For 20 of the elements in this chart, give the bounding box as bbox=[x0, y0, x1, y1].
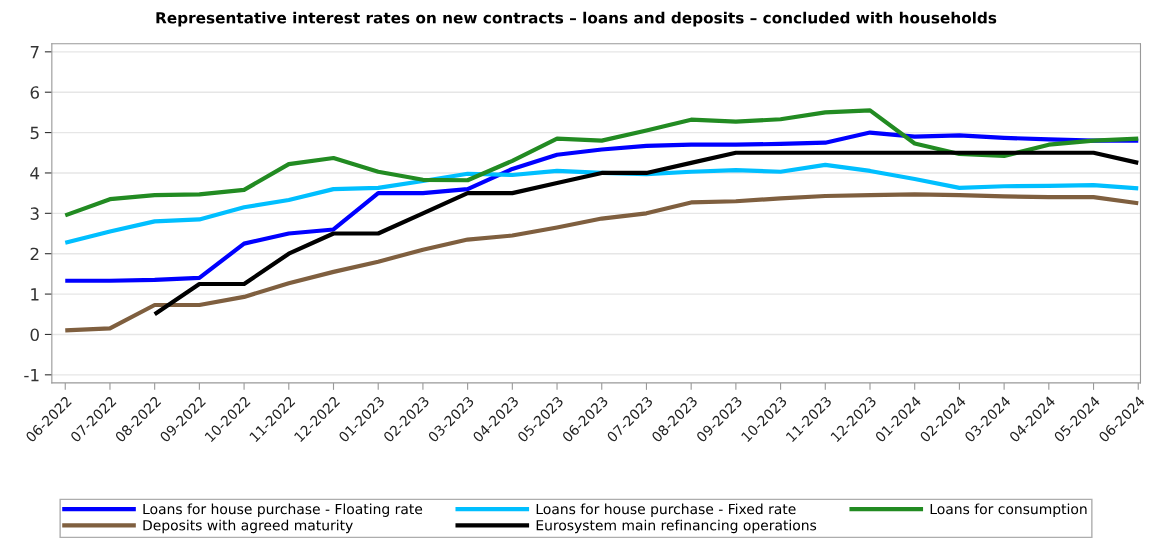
line-series bbox=[63, 192, 1141, 333]
legend-label: Deposits with agreed maturity bbox=[143, 519, 353, 534]
legend-label: Loans for consumption bbox=[930, 503, 1087, 517]
line-series bbox=[63, 162, 1141, 245]
line-series bbox=[152, 150, 1141, 317]
y-tick-label: 6 bbox=[30, 86, 39, 99]
y-tick-label: 3 bbox=[30, 207, 39, 220]
y-tick-label: 4 bbox=[30, 167, 40, 180]
y-tick-label: 1 bbox=[31, 288, 39, 301]
chart-title: Representative interest rates on new contracts – loans and deposits – concluded with households bbox=[156, 11, 997, 27]
line-series bbox=[63, 130, 1141, 283]
y-tick-label: 7 bbox=[30, 46, 39, 59]
legend-label: Loans for house purchase - Fixed rate bbox=[536, 503, 796, 517]
line-series bbox=[63, 108, 1141, 218]
y-tick-label: 0 bbox=[30, 328, 39, 342]
y-tick-label: 2 bbox=[30, 247, 39, 261]
legend-label: Eurosystem main refinancing operations bbox=[536, 519, 817, 534]
legend-label: Loans for house purchase - Floating rate bbox=[143, 503, 423, 517]
y-tick-label: 5 bbox=[30, 126, 39, 140]
y-tick-label: -1 bbox=[24, 369, 39, 382]
